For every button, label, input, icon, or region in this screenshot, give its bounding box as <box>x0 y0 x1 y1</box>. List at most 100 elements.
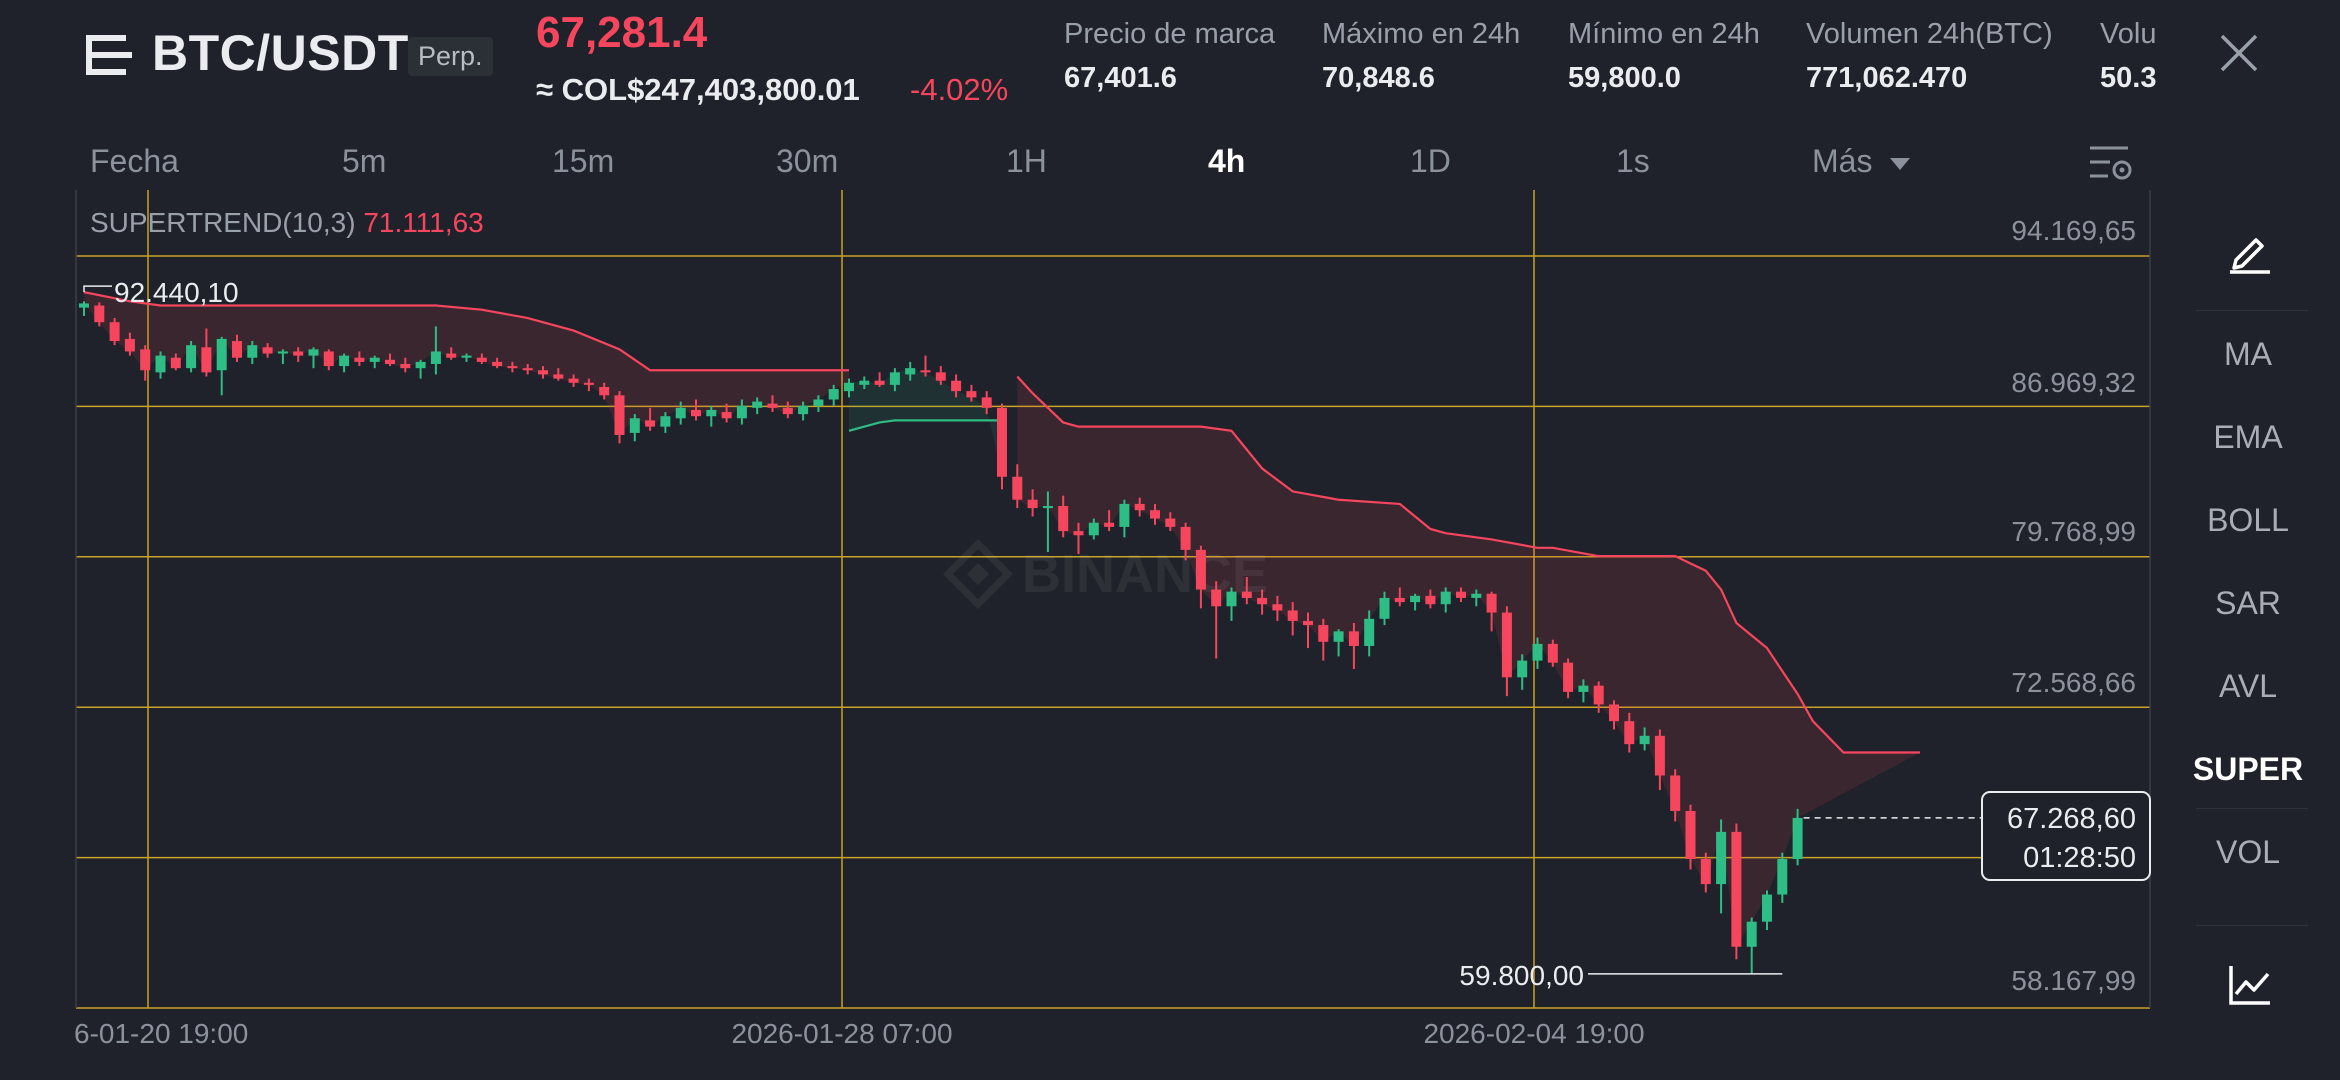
pencil-draw-icon[interactable] <box>2228 230 2272 274</box>
extreme-markers: 92.440,10 59.800,00 <box>83 277 1783 991</box>
candle-body <box>476 357 487 362</box>
candle-body <box>1073 531 1084 536</box>
last-price: 67,281.4 <box>536 8 708 57</box>
y-axis-label: 94.169,65 <box>2011 215 2136 246</box>
indicator-name: SUPERTREND(10,3) <box>90 207 356 238</box>
indicator-avl[interactable]: AVL <box>2218 668 2278 704</box>
indicator-ma[interactable]: MA <box>2224 336 2272 372</box>
candle-body <box>354 357 365 362</box>
candle-body <box>385 359 395 364</box>
candle-body <box>1104 522 1115 527</box>
candle-body <box>629 418 640 433</box>
candle-body <box>1211 589 1222 607</box>
sidebar-divider <box>2196 808 2308 809</box>
candle-body <box>262 347 273 354</box>
supertrend-band <box>84 292 849 436</box>
chart-settings-icon[interactable] <box>2088 144 2134 184</box>
candle-body <box>844 382 854 392</box>
candle-body <box>905 368 916 375</box>
candle-body <box>813 399 824 406</box>
tab-5m[interactable]: 5m <box>342 143 387 179</box>
candle-body <box>1027 499 1038 509</box>
candle-body <box>323 351 334 367</box>
more-timeframes-dropdown[interactable]: Más <box>1812 143 1911 180</box>
candle-body <box>721 412 732 419</box>
candle-body <box>293 351 304 356</box>
candle-body <box>767 403 778 408</box>
trading-pair[interactable]: BTC/USDT <box>152 25 409 81</box>
candle-body <box>1303 620 1313 626</box>
tab-15m[interactable]: 15m <box>552 143 615 179</box>
candle-body <box>1639 735 1650 745</box>
candle-body <box>1777 859 1788 895</box>
x-axis-label: 2026-02-04 19:00 <box>1423 1018 1644 1049</box>
candle-body <box>79 303 89 308</box>
close-icon[interactable] <box>2218 32 2260 74</box>
candle-body <box>1762 894 1772 922</box>
candle-body <box>966 391 977 398</box>
candle-body <box>94 305 105 323</box>
tab-1d[interactable]: 1D <box>1410 143 1451 179</box>
indicator-supertrend[interactable]: SUPER <box>2192 751 2304 787</box>
candle-body <box>247 345 258 358</box>
tab-1h[interactable]: 1H <box>1006 143 1047 179</box>
candle-body <box>1731 831 1742 947</box>
tab-1s[interactable]: 1s <box>1616 143 1650 179</box>
x-axis-label: 6-01-20 19:00 <box>74 1018 248 1049</box>
candle-body <box>568 378 579 383</box>
candle-body <box>1318 625 1329 642</box>
candle-body <box>874 380 885 385</box>
candle-body <box>140 349 151 371</box>
candle-body <box>538 370 548 375</box>
candle-body <box>1440 591 1451 605</box>
candle-body <box>430 351 441 364</box>
volume-24h-usdt-clip: Volu 50.3 <box>2100 0 2162 120</box>
current-price-tag[interactable]: 67.268,60 01:28:50 <box>1803 791 2151 881</box>
sidebar-divider <box>2196 310 2308 311</box>
candle-body <box>1593 685 1604 705</box>
candle-body <box>951 380 962 392</box>
candle-body <box>1547 643 1558 663</box>
high-price-marker: 92.440,10 <box>114 277 239 308</box>
candle-body <box>782 407 793 415</box>
tab-4h[interactable]: 4h <box>1208 143 1246 179</box>
indicator-vol[interactable]: VOL <box>2215 834 2281 870</box>
candle-body <box>1042 506 1053 509</box>
candle-body <box>1287 610 1298 621</box>
candle-body <box>1272 604 1283 611</box>
date-range-tab[interactable]: Fecha <box>90 143 179 179</box>
candle-body <box>1716 831 1727 885</box>
candle-body <box>155 355 166 373</box>
candle-body <box>461 355 472 358</box>
candle-body <box>889 372 900 385</box>
indicator-sar[interactable]: SAR <box>2215 585 2281 621</box>
candle-body <box>339 355 350 367</box>
candlestick-chart-canvas[interactable]: BINANCE 94.169,65 86.969,32 79.768,99 72… <box>0 190 2160 1080</box>
indicator-legend[interactable]: SUPERTREND(10,3) 71.111,63 <box>90 207 484 239</box>
candle-body <box>1670 775 1681 811</box>
candle-body <box>1257 597 1268 605</box>
supertrend-band <box>849 368 1002 477</box>
candle-body <box>1563 662 1574 692</box>
supertrend-line <box>1016 375 1920 754</box>
candle-body <box>1348 631 1359 646</box>
indicator-ema[interactable]: EMA <box>2213 419 2283 455</box>
candle-body <box>1700 859 1711 885</box>
candle-body <box>1165 518 1176 527</box>
candle-body <box>1517 660 1528 678</box>
candle-body <box>308 349 319 356</box>
candle-body <box>1364 618 1375 646</box>
volume-24h-usdt-value: 50.3 <box>2100 62 2157 94</box>
fiat-price: ≈ COL$247,403,800.01 <box>536 72 860 107</box>
x-axis-label: 2026-01-28 07:00 <box>731 1018 952 1049</box>
menu-icon[interactable] <box>86 32 132 78</box>
candle-countdown: 01:28:50 <box>2023 842 2136 874</box>
candle-body <box>446 353 457 358</box>
indicator-boll[interactable]: BOLL <box>2207 502 2289 538</box>
tab-30m[interactable]: 30m <box>776 143 839 179</box>
candle-body <box>675 407 686 419</box>
candle-body <box>369 357 380 362</box>
price-chart[interactable]: BINANCE 94.169,65 86.969,32 79.768,99 72… <box>0 190 2160 1080</box>
caret-down-icon <box>1890 157 1911 170</box>
line-chart-icon[interactable] <box>2228 962 2272 1006</box>
